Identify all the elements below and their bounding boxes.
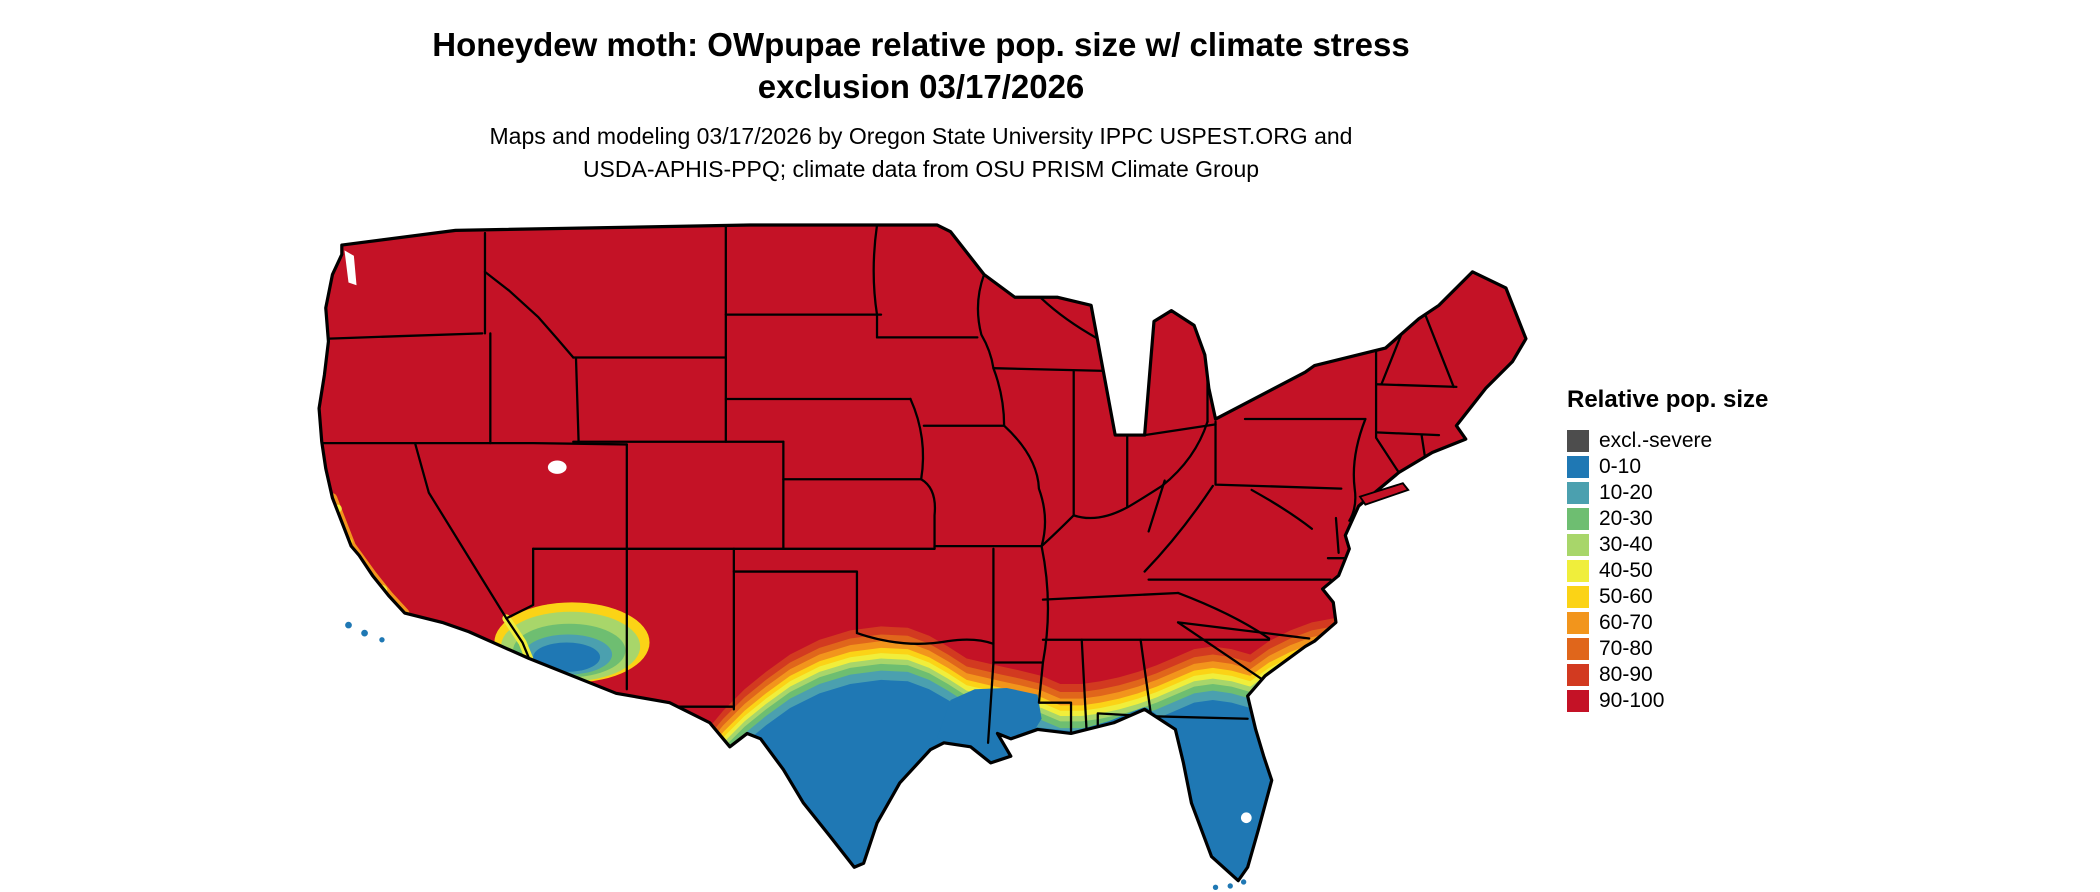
map-subtitle: Maps and modeling 03/17/2026 by Oregon S…	[321, 120, 1521, 186]
map-title-line2: exclusion 03/17/2026	[757, 68, 1085, 105]
state-border	[732, 570, 995, 645]
legend-label: 10-20	[1599, 481, 1653, 504]
map-subtitle-line2: USDA-APHIS-PPQ; climate data from OSU PR…	[582, 156, 1260, 182]
legend-item: 0-10	[1567, 454, 1907, 480]
state-border	[1041, 591, 1180, 601]
california-mottle	[339, 554, 348, 563]
islands-layer	[345, 482, 1410, 890]
state-border	[1139, 638, 1153, 719]
state-border	[1040, 297, 1099, 340]
state-border	[872, 225, 879, 339]
legend-item: 50-60	[1567, 584, 1907, 610]
state-border	[574, 356, 580, 445]
legend-label: 20-30	[1599, 507, 1653, 530]
legend-item: 80-90	[1567, 662, 1907, 688]
state-border	[1176, 621, 1311, 640]
map-title: Honeydew moth: OWpupae relative pop. siz…	[321, 24, 1521, 108]
legend-swatch	[1567, 612, 1589, 634]
state-border	[320, 441, 628, 446]
state-border	[992, 367, 1106, 372]
florida-key	[1227, 883, 1233, 889]
great-salt-lake	[547, 460, 567, 474]
legend-items: excl.-severe 0-10 10-20 20-30 30-40 40-50 50-6…	[1567, 428, 1907, 714]
us-population-map	[308, 221, 1533, 890]
state-border	[483, 270, 575, 359]
lake-okeechobee	[1240, 812, 1252, 824]
state-border	[505, 617, 531, 660]
state-border	[1214, 417, 1367, 490]
legend-label: excl.-severe	[1599, 429, 1713, 452]
state-border	[1176, 621, 1263, 680]
map-subtitle-line1: Maps and modeling 03/17/2026 by Oregon S…	[489, 123, 1353, 149]
state-border	[976, 273, 1073, 744]
florida-key	[1212, 884, 1219, 890]
state-border	[324, 332, 484, 340]
us-outline	[317, 223, 1528, 883]
legend-title: Relative pop. size	[1567, 386, 1769, 413]
legend-item: 90-100	[1567, 688, 1907, 714]
state-border	[414, 443, 508, 620]
legend-item: 40-50	[1567, 558, 1907, 584]
state-border	[1250, 488, 1348, 560]
state-border	[1334, 516, 1340, 554]
legend-swatch	[1567, 586, 1589, 608]
map-title-line1: Honeydew moth: OWpupae relative pop. siz…	[432, 26, 1410, 63]
legend-item: 20-30	[1567, 506, 1907, 532]
puget-sound	[344, 250, 357, 286]
channel-island	[361, 629, 368, 637]
state-border	[1374, 324, 1400, 474]
legend-swatch	[1567, 508, 1589, 530]
legend-swatch	[1567, 690, 1589, 712]
legend-label: 0-10	[1599, 455, 1642, 478]
legend-swatch	[1567, 430, 1589, 452]
channel-island	[345, 621, 352, 629]
legend-item: 30-40	[1567, 532, 1907, 558]
legend-swatch	[1567, 664, 1589, 686]
state-border	[505, 547, 535, 620]
legend-swatch	[1567, 482, 1589, 504]
state-borders-layer	[320, 225, 1458, 744]
state-border	[1374, 383, 1458, 389]
arizona-patch-core	[533, 642, 601, 672]
legend-item: 60-70	[1567, 610, 1907, 636]
map-fill-layer	[319, 225, 1526, 881]
state-border	[986, 547, 995, 744]
state-border	[1348, 417, 1367, 522]
state-border	[1143, 423, 1217, 437]
state-border	[1143, 479, 1214, 573]
legend-swatch	[1567, 534, 1589, 556]
legend-label: 50-60	[1599, 585, 1653, 608]
state-border	[909, 397, 925, 481]
legend-label: 30-40	[1599, 533, 1653, 556]
state-border	[920, 478, 937, 550]
legend-swatch	[1567, 638, 1589, 660]
florida-key	[1240, 879, 1247, 885]
long-island	[1358, 482, 1410, 506]
legend-swatch	[1567, 560, 1589, 582]
map-legend: Relative pop. size excl.-severe 0-10 10-20…	[1567, 386, 1907, 714]
legend-label: 40-50	[1599, 559, 1653, 582]
legend-item: 70-80	[1567, 636, 1907, 662]
legend-label: 80-90	[1599, 663, 1653, 686]
us-map-svg	[317, 223, 1528, 890]
legend-item: 10-20	[1567, 480, 1907, 506]
base-red-region	[319, 225, 1526, 881]
channel-island	[379, 637, 385, 643]
legend-item: excl.-severe	[1567, 428, 1907, 454]
legend-label: 70-80	[1599, 637, 1653, 660]
state-border	[1080, 638, 1089, 742]
legend-swatch	[1567, 456, 1589, 478]
legend-label: 60-70	[1599, 611, 1653, 634]
legend-label: 90-100	[1599, 689, 1665, 712]
